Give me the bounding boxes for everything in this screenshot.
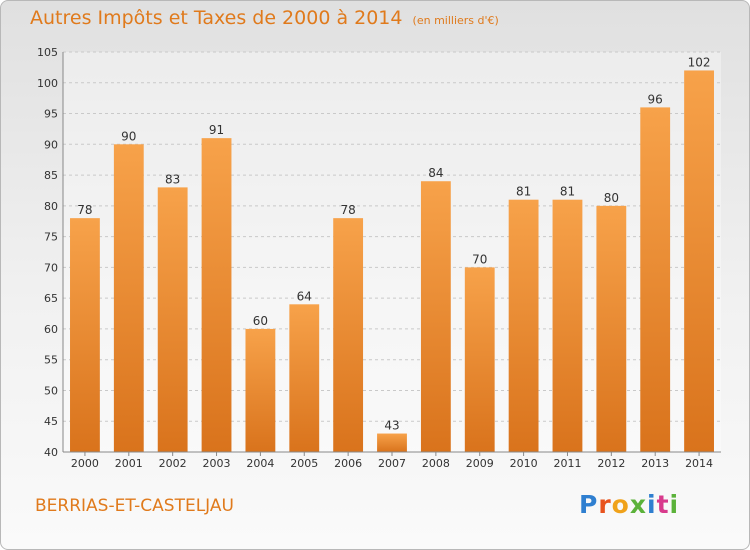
bar-2009 bbox=[464, 267, 495, 452]
y-tick-label: 40 bbox=[44, 446, 58, 459]
y-tick-label: 60 bbox=[44, 323, 58, 336]
logo-letter: P bbox=[579, 490, 599, 519]
bar-2010 bbox=[508, 199, 539, 452]
logo-letter: o bbox=[611, 490, 630, 519]
x-tick-label-2008: 2008 bbox=[422, 457, 450, 470]
value-label-2007: 43 bbox=[384, 419, 399, 433]
y-tick-label: 50 bbox=[44, 384, 58, 397]
x-tick-label-2012: 2012 bbox=[597, 457, 625, 470]
x-tick-label-2000: 2000 bbox=[71, 457, 99, 470]
value-label-2009: 70 bbox=[472, 252, 487, 266]
chart-title-unit: (en milliers d'€) bbox=[412, 14, 499, 27]
y-tick-label: 105 bbox=[37, 46, 58, 59]
bar-2012 bbox=[596, 205, 627, 452]
value-label-2010: 81 bbox=[516, 185, 531, 199]
bar-2003 bbox=[201, 138, 232, 452]
y-tick-label: 95 bbox=[44, 108, 58, 121]
x-tick-label-2014: 2014 bbox=[685, 457, 713, 470]
x-tick-label-2010: 2010 bbox=[510, 457, 538, 470]
bar-2004 bbox=[245, 328, 276, 452]
logo-letter: i bbox=[647, 490, 657, 519]
chart-title-main: Autres Impôts et Taxes de 2000 à 2014 bbox=[30, 7, 403, 29]
logo-letter: x bbox=[629, 490, 647, 519]
value-label-2008: 84 bbox=[428, 166, 443, 180]
logo-letter: i bbox=[669, 490, 680, 519]
commune-name: BERRIAS-ET-CASTELJAU bbox=[35, 496, 234, 516]
x-tick-label-2004: 2004 bbox=[246, 457, 274, 470]
bar-2005 bbox=[289, 304, 320, 452]
bar-2001 bbox=[113, 144, 144, 453]
y-tick-label: 55 bbox=[44, 354, 58, 367]
y-tick-label: 75 bbox=[44, 231, 58, 244]
value-label-2001: 90 bbox=[121, 129, 136, 143]
value-label-2005: 64 bbox=[297, 289, 312, 303]
value-label-2002: 83 bbox=[165, 172, 180, 186]
bar-2002 bbox=[157, 187, 188, 452]
y-tick-label: 90 bbox=[44, 138, 58, 151]
bar-2014 bbox=[684, 70, 714, 452]
x-tick-label-2006: 2006 bbox=[334, 457, 362, 470]
bar-2013 bbox=[640, 107, 671, 452]
bar-2007 bbox=[377, 433, 407, 452]
y-tick-label: 45 bbox=[44, 415, 58, 428]
y-tick-label: 65 bbox=[44, 292, 58, 305]
value-label-2012: 80 bbox=[604, 191, 619, 205]
x-tick-label-2005: 2005 bbox=[290, 457, 318, 470]
x-tick-label-2002: 2002 bbox=[159, 457, 187, 470]
value-label-2000: 78 bbox=[77, 203, 92, 217]
x-tick-label-2011: 2011 bbox=[553, 457, 581, 470]
x-tick-label-2007: 2007 bbox=[378, 457, 406, 470]
logo-letter: t bbox=[656, 490, 670, 519]
x-tick-label-2001: 2001 bbox=[115, 457, 143, 470]
value-label-2011: 81 bbox=[560, 185, 575, 199]
value-label-2003: 91 bbox=[209, 123, 224, 137]
proxiti-logo: Proxiti bbox=[579, 490, 679, 519]
bar-2011 bbox=[552, 199, 583, 452]
bar-2006 bbox=[333, 218, 364, 452]
value-label-2004: 60 bbox=[253, 314, 268, 328]
value-label-2006: 78 bbox=[340, 203, 355, 217]
bar-2000 bbox=[70, 218, 100, 452]
logo-letter: r bbox=[598, 490, 612, 519]
y-tick-label: 80 bbox=[44, 200, 58, 213]
bar-2008 bbox=[420, 181, 451, 452]
value-label-2013: 96 bbox=[648, 92, 663, 106]
chart-title: Autres Impôts et Taxes de 2000 à 2014 (e… bbox=[30, 7, 499, 29]
y-tick-label: 85 bbox=[44, 169, 58, 182]
value-label-2014: 102 bbox=[688, 55, 711, 69]
y-tick-label: 100 bbox=[37, 77, 58, 90]
x-tick-label-2003: 2003 bbox=[203, 457, 231, 470]
x-tick-label-2013: 2013 bbox=[641, 457, 669, 470]
x-tick-label-2009: 2009 bbox=[466, 457, 494, 470]
y-tick-label: 70 bbox=[44, 261, 58, 274]
